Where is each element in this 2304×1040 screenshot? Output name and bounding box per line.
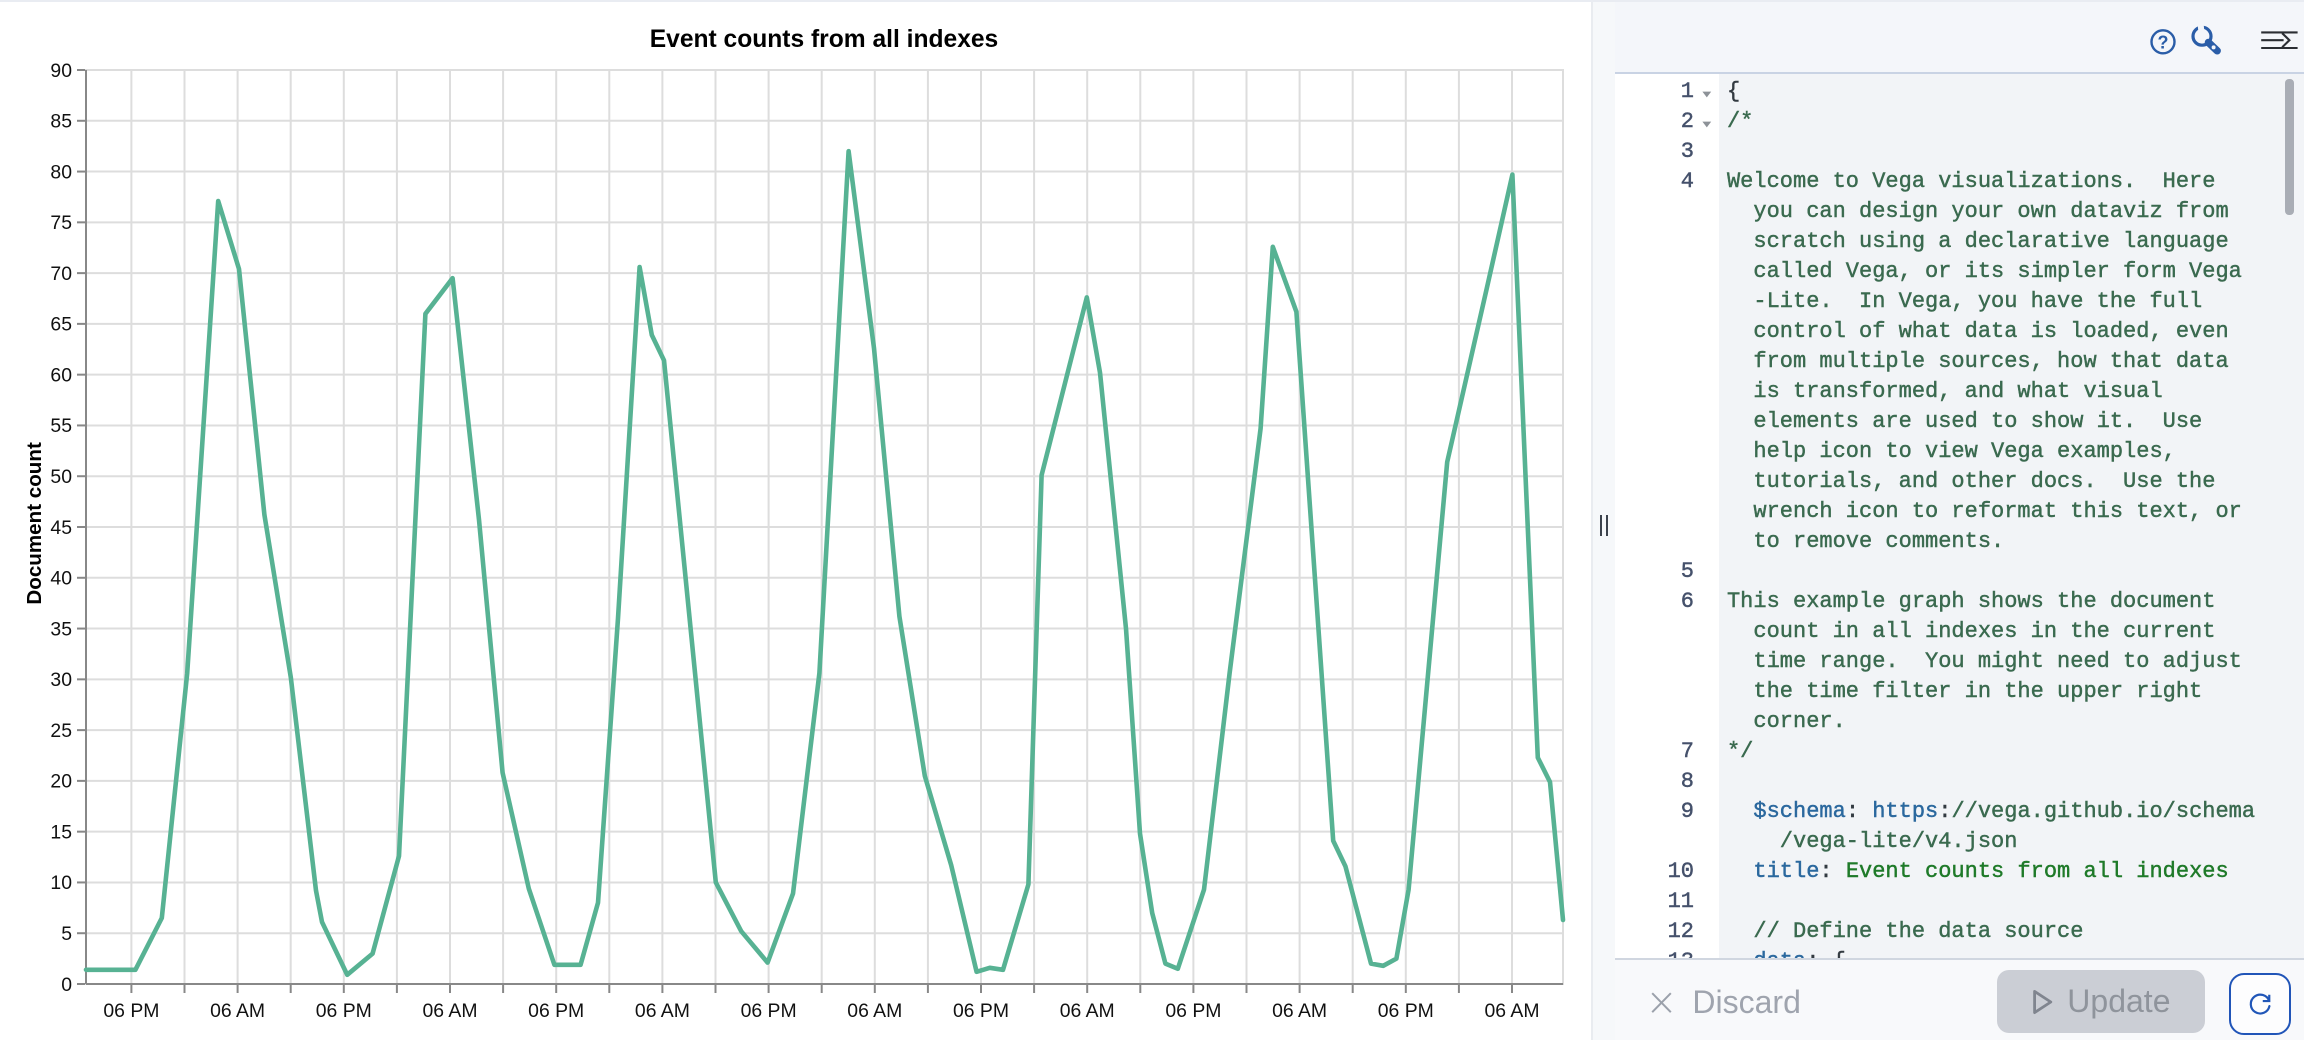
- svg-text:90: 90: [50, 60, 72, 82]
- svg-text:5: 5: [61, 923, 72, 945]
- svg-text:80: 80: [50, 161, 72, 183]
- svg-text:25: 25: [50, 720, 72, 742]
- svg-text:06 PM: 06 PM: [316, 1000, 372, 1022]
- svg-text:06 AM: 06 AM: [1060, 1000, 1115, 1022]
- svg-text:70: 70: [50, 263, 72, 285]
- svg-text:20: 20: [50, 771, 72, 793]
- svg-text:50: 50: [50, 466, 72, 488]
- svg-text:40: 40: [50, 568, 72, 590]
- svg-text:55: 55: [50, 415, 72, 437]
- svg-text:10: 10: [50, 872, 72, 894]
- svg-text:06 AM: 06 AM: [847, 1000, 902, 1022]
- svg-text:06 AM: 06 AM: [635, 1000, 690, 1022]
- svg-text:06 PM: 06 PM: [741, 1000, 797, 1022]
- svg-text:75: 75: [50, 212, 72, 234]
- svg-text:06 PM: 06 PM: [1378, 1000, 1434, 1022]
- svg-text:06 PM: 06 PM: [528, 1000, 584, 1022]
- svg-text:Event counts from all indexes: Event counts from all indexes: [650, 26, 999, 53]
- svg-text:06 AM: 06 AM: [210, 1000, 265, 1022]
- svg-text:35: 35: [50, 618, 72, 640]
- svg-text:30: 30: [50, 669, 72, 691]
- svg-text:15: 15: [50, 821, 72, 843]
- svg-text:45: 45: [50, 517, 72, 539]
- svg-text:06 PM: 06 PM: [1165, 1000, 1221, 1022]
- svg-text:06 PM: 06 PM: [103, 1000, 159, 1022]
- svg-text:06 AM: 06 AM: [1485, 1000, 1540, 1022]
- svg-text:06 AM: 06 AM: [1272, 1000, 1327, 1022]
- svg-text:65: 65: [50, 314, 72, 336]
- svg-text:Document count: Document count: [23, 442, 46, 605]
- svg-text:60: 60: [50, 364, 72, 386]
- svg-text:85: 85: [50, 111, 72, 133]
- svg-text:06 PM: 06 PM: [953, 1000, 1009, 1022]
- svg-text:06 AM: 06 AM: [423, 1000, 478, 1022]
- svg-text:0: 0: [61, 974, 72, 996]
- svg-text:?: ?: [2158, 32, 2169, 52]
